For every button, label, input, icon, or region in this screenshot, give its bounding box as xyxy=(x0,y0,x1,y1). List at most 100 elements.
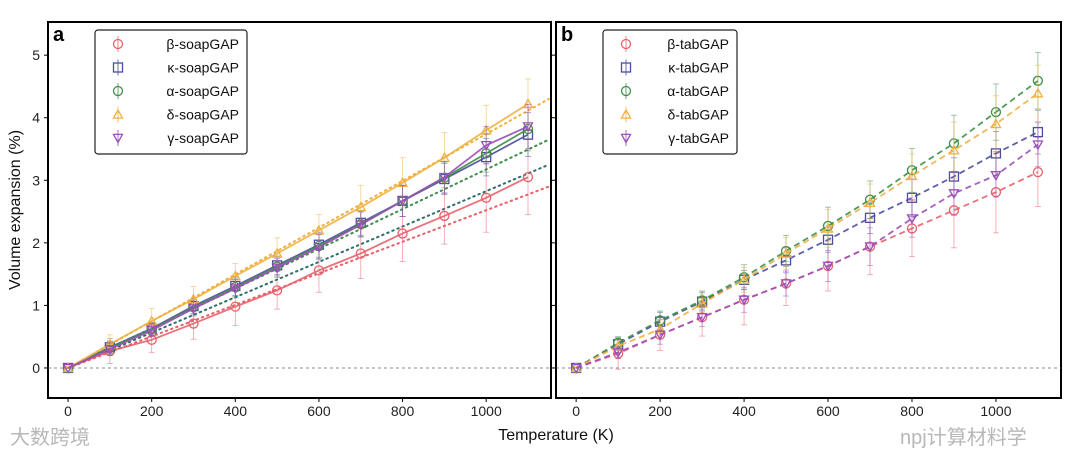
data-point xyxy=(271,247,283,258)
y-tick-label: 3 xyxy=(32,172,40,188)
legend: β-soapGAP κ-soapGAP α-soapGAP δ-soapGAP γ-so… xyxy=(94,29,248,155)
watermark-left: 大数跨境 xyxy=(10,426,90,449)
reference-dotted-line xyxy=(67,97,550,369)
data-point xyxy=(738,273,750,285)
x-tick-label: 0 xyxy=(572,403,580,419)
legend-label: κ-tabGAP xyxy=(668,60,729,76)
data-point xyxy=(355,220,367,231)
legend-marker-icon xyxy=(620,108,632,119)
panel-b: 0 200 400 600 800 1000 b β-tabGAP κ-tabGAP α-tabG… xyxy=(552,21,1062,419)
data-point xyxy=(188,318,199,329)
x-tick-label: 800 xyxy=(900,403,924,419)
legend-marker-icon xyxy=(620,133,632,144)
x-axis-label: Temperature (K) xyxy=(498,427,614,444)
data-point xyxy=(948,189,960,200)
data-point xyxy=(397,228,408,239)
series-line xyxy=(575,143,1039,369)
y-axis-label: Volume expansion (%) xyxy=(7,130,24,290)
legend-marker-icon xyxy=(112,85,124,97)
panel-label: b xyxy=(561,24,573,46)
data-point xyxy=(906,214,918,225)
data-point xyxy=(990,171,1002,182)
data-point xyxy=(187,304,200,315)
legend-label: γ-soapGAP xyxy=(167,130,239,146)
series-line xyxy=(67,128,529,369)
data-point xyxy=(146,326,158,337)
series-line xyxy=(575,80,1039,369)
data-point xyxy=(654,330,666,341)
series-line xyxy=(67,125,529,369)
data-point xyxy=(355,201,367,212)
series-line xyxy=(575,92,1039,369)
data-point xyxy=(906,170,918,181)
data-point xyxy=(396,196,409,207)
data-point xyxy=(822,222,834,233)
data-point xyxy=(522,122,534,133)
data-point xyxy=(780,247,792,258)
data-point xyxy=(62,363,74,374)
x-tick-label: 600 xyxy=(816,403,840,419)
data-point xyxy=(864,196,876,208)
legend: β-tabGAP κ-tabGAP α-tabGAP δ-tabGAP γ-tabGAP xyxy=(602,29,738,155)
data-point xyxy=(439,210,450,222)
legend-label: β-soapGAP xyxy=(166,36,239,52)
data-point xyxy=(696,313,708,324)
data-point xyxy=(438,172,450,183)
legend-label: κ-soapGAP xyxy=(167,60,239,76)
y-tick-label: 1 xyxy=(32,297,40,313)
legend-marker-icon xyxy=(620,62,632,73)
legend-label: α-tabGAP xyxy=(667,83,729,99)
series-γ-soapGAP xyxy=(62,104,534,374)
y-tick-label: 5 xyxy=(32,47,40,63)
data-point xyxy=(1032,140,1044,151)
series-line xyxy=(575,131,1039,369)
legend-marker-icon xyxy=(112,133,124,144)
y-tick-label: 0 xyxy=(32,360,40,376)
data-point xyxy=(990,118,1002,129)
data-point xyxy=(271,263,283,274)
series-δ-tabGAP xyxy=(570,64,1044,373)
x-tick-label: 400 xyxy=(224,403,248,419)
legend-marker-icon xyxy=(112,108,124,119)
series-γ-tabGAP xyxy=(570,122,1044,374)
data-point xyxy=(948,144,960,155)
data-point xyxy=(313,224,325,235)
data-point xyxy=(313,265,325,276)
x-tick-label: 800 xyxy=(391,403,415,419)
data-point xyxy=(780,279,792,290)
data-point xyxy=(355,248,366,259)
data-point xyxy=(481,192,492,203)
data-point xyxy=(522,172,534,183)
data-point xyxy=(822,261,834,272)
data-point xyxy=(313,242,325,254)
data-point xyxy=(738,295,750,306)
x-tick-label: 1000 xyxy=(471,403,502,419)
legend-label: δ-soapGAP xyxy=(167,107,239,123)
data-point xyxy=(696,297,708,308)
legend-label: γ-tabGAP xyxy=(668,130,729,146)
legend-frame xyxy=(94,29,248,155)
watermark-right: npj计算材料学 xyxy=(900,426,1027,449)
panel-a: 0 200 400 600 800 1000 0 1 2 3 4 5a β-soapGAP κ-soapG… xyxy=(32,21,552,419)
reference-dotted-line xyxy=(67,185,550,369)
x-tick-label: 0 xyxy=(64,403,72,419)
legend-marker-icon xyxy=(620,85,632,97)
data-point xyxy=(1032,166,1044,178)
y-tick-label: 2 xyxy=(32,235,40,251)
legend-label: β-tabGAP xyxy=(667,36,729,52)
series-line xyxy=(67,176,529,369)
legend-marker-icon xyxy=(620,38,632,50)
reference-dotted-line xyxy=(67,163,550,369)
data-point xyxy=(104,344,116,356)
x-tick-label: 200 xyxy=(648,403,672,419)
series-line xyxy=(67,103,529,369)
x-tick-label: 1000 xyxy=(980,403,1011,419)
legend-label: δ-tabGAP xyxy=(668,107,729,123)
y-tick-label: 4 xyxy=(32,110,40,126)
x-tick-label: 600 xyxy=(307,403,331,419)
data-point xyxy=(612,348,624,359)
data-point xyxy=(229,284,241,295)
data-point xyxy=(480,140,492,152)
panel-label: a xyxy=(53,24,65,46)
